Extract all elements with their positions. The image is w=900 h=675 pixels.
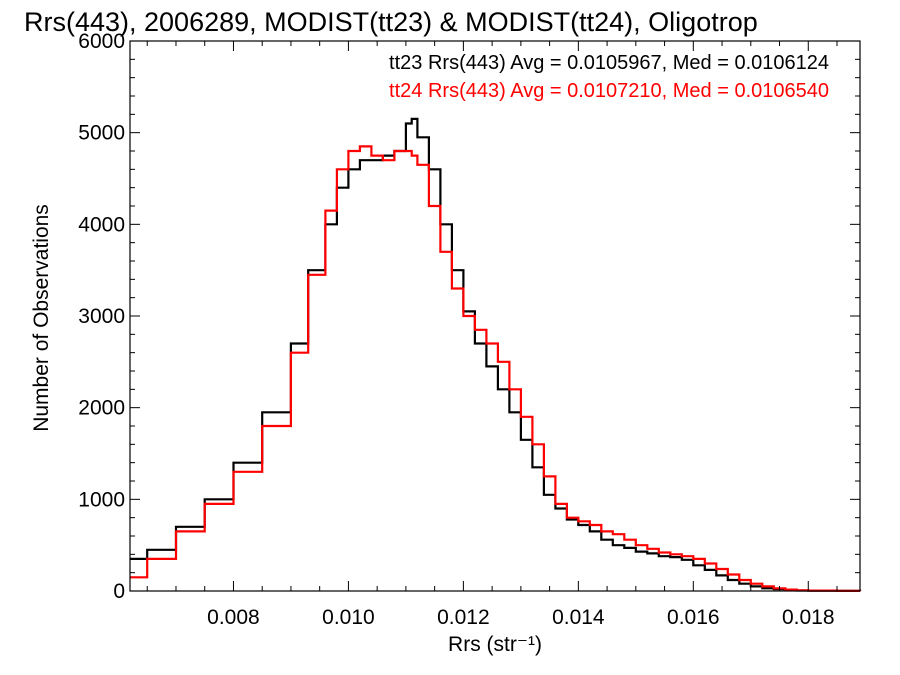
x-tick-label: 0.008 [207,606,260,629]
y-tick-label: 0 [113,580,125,603]
series-line-tt23 [130,117,862,592]
y-tick-label: 5000 [78,122,125,145]
x-tick-label: 0.012 [437,606,490,629]
annotation-tt24: tt24 Rrs(443) Avg = 0.0107210, Med = 0.0… [389,80,829,102]
x-tick-label: 0.018 [782,606,835,629]
annotation-tt23: tt23 Rrs(443) Avg = 0.0105967, Med = 0.0… [389,52,829,74]
x-axis-label: Rrs (str⁻¹) [448,633,542,656]
y-axis-label: Number of Observations [30,204,53,432]
x-tick-label: 0.014 [552,606,605,629]
y-tick-label: 3000 [78,305,125,328]
chart-title: Rrs(443), 2006289, MODIST(tt23) & MODIST… [24,7,758,37]
y-tick-label: 1000 [78,488,125,511]
series-line-tt24 [130,145,862,592]
plot-area: 0.008 0.010 0.012 0.014 0.016 0.018 0 1000 2000 3… [78,30,862,629]
y-tick-label: 6000 [78,30,125,53]
y-tick-label: 2000 [78,397,125,420]
x-tick-label: 0.016 [667,606,720,629]
y-tick-label: 4000 [78,213,125,236]
plot-frame [129,40,861,592]
x-tick-label: 0.010 [322,606,375,629]
